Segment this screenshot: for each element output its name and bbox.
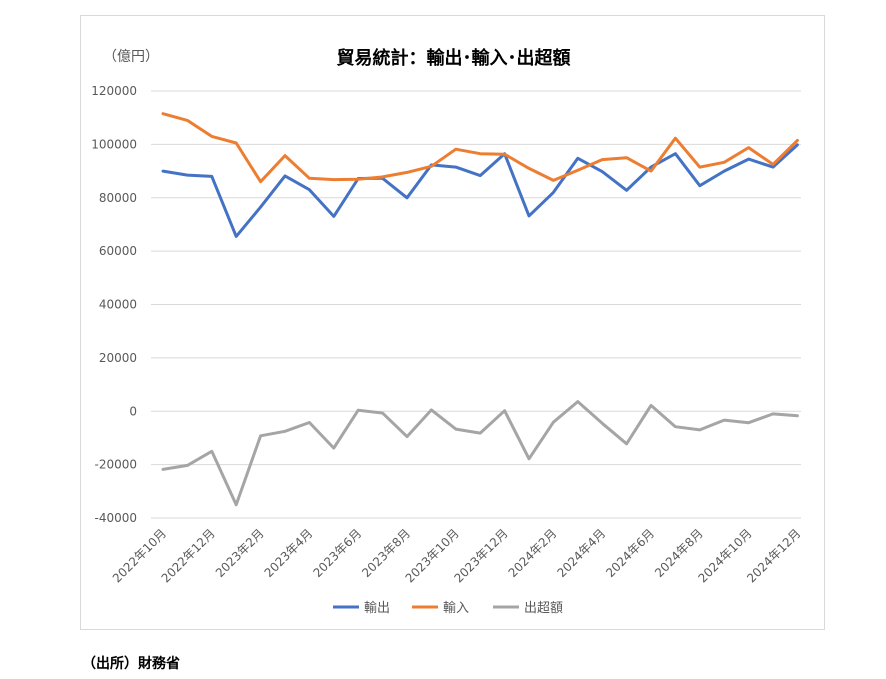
legend-label: 出超額 [524,601,563,616]
y-tick-label: 0 [129,404,137,418]
x-tick-label: 2024年4月 [554,526,608,580]
y-tick-label: 120000 [91,84,137,98]
legend-label: 輸出 [364,601,390,616]
y-tick-label: 40000 [99,298,137,312]
x-tick-label: 2024年2月 [506,526,560,580]
y-tick-label: 80000 [99,191,137,205]
x-tick-label: 2023年2月 [213,526,267,580]
y-tick-label: 60000 [99,244,137,258]
series-line-2 [161,400,799,507]
source-note: （出所）財務省 [82,656,180,672]
chart-frame: 貿易統計：輸出･輸入･出超額 （億円） 120000 100000 80000 600… [80,15,825,630]
y-tick-label: 20000 [99,351,137,365]
y-tick-label: -40000 [94,511,137,525]
legend-label: 輸入 [443,601,469,616]
y-unit-label: （億円） [103,49,159,65]
x-tick-label: 2023年4月 [262,526,316,580]
series-line-1 [161,112,799,184]
chart-title: 貿易統計：輸出･輸入･出超額 [336,48,571,69]
line-chart: 120000 100000 80000 60000 40000 20000 0 -20000 -… [91,84,803,616]
x-tick-label: 2023年6月 [310,526,364,580]
x-tick-label: 2024年6月 [603,526,657,580]
y-tick-label: 100000 [91,137,137,151]
series-line-0 [161,143,799,238]
y-tick-label: -20000 [94,458,137,472]
